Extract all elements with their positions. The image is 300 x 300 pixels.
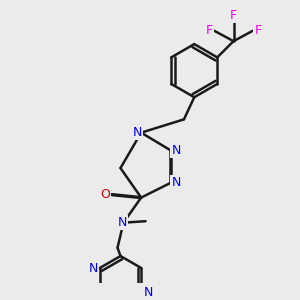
Text: F: F <box>206 24 213 37</box>
Text: N: N <box>171 144 181 157</box>
Text: N: N <box>117 216 127 229</box>
Text: N: N <box>133 126 142 139</box>
Text: O: O <box>100 188 110 201</box>
Text: N: N <box>88 262 98 275</box>
Text: N: N <box>171 176 181 189</box>
Text: F: F <box>254 24 262 37</box>
Text: F: F <box>230 9 237 22</box>
Text: N: N <box>143 286 153 299</box>
